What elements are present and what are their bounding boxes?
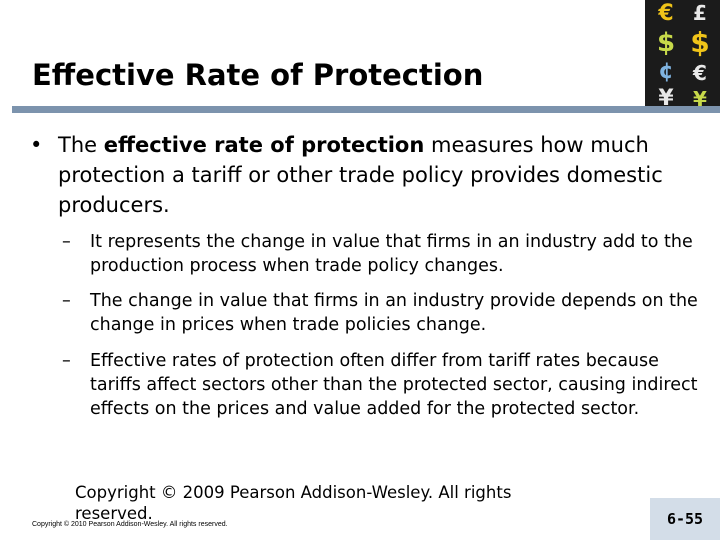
bullet-marker: •: [30, 133, 43, 157]
title-underline-bar: [12, 106, 720, 113]
yen-symbol-icon: ¥: [658, 85, 674, 111]
pound-symbol-icon: £: [693, 1, 707, 25]
cent-symbol-icon: ¢: [658, 58, 674, 84]
sub-bullet-marker: –: [62, 351, 71, 371]
sub-bullet-text: Effective rates of protection often diff…: [90, 351, 698, 419]
page-number: 6-55: [666, 510, 704, 528]
dollar-symbol-icon: $: [690, 26, 710, 59]
sub-bullet-marker: –: [62, 232, 71, 252]
currency-logo-left-column: € $ ¢ ¥: [651, 0, 681, 112]
page-number-box: 6-55: [650, 498, 720, 540]
euro-symbol-icon: €: [693, 61, 707, 85]
main-bullet-text-post: measures how much protection a tariff or…: [58, 133, 663, 217]
main-bullet-text-pre: The: [58, 133, 104, 157]
main-bullet-text: The effective rate of protection measure…: [58, 130, 678, 220]
slide-title: Effective Rate of Protection: [32, 58, 484, 92]
dollar-symbol-icon: $: [656, 27, 676, 58]
footer-small-copyright: Copyright © 2010 Pearson Addison-Wesley.…: [32, 521, 228, 528]
yen-symbol-icon: ¥: [693, 87, 707, 111]
sub-bullet-text: The change in value that firms in an ind…: [90, 291, 698, 335]
euro-symbol-icon: €: [658, 0, 674, 26]
sub-bullet-text: It represents the change in value that f…: [90, 232, 693, 276]
footer-copyright: Copyright © 2009 Pearson Addison-Wesley.…: [75, 483, 512, 523]
currency-logo-right-column: £ $ € ¥: [683, 0, 717, 112]
sub-bullet-marker: –: [62, 291, 71, 311]
main-bullet-term: effective rate of protection: [103, 133, 425, 157]
currency-logo: € $ ¢ ¥ £ $ € ¥: [645, 0, 720, 112]
